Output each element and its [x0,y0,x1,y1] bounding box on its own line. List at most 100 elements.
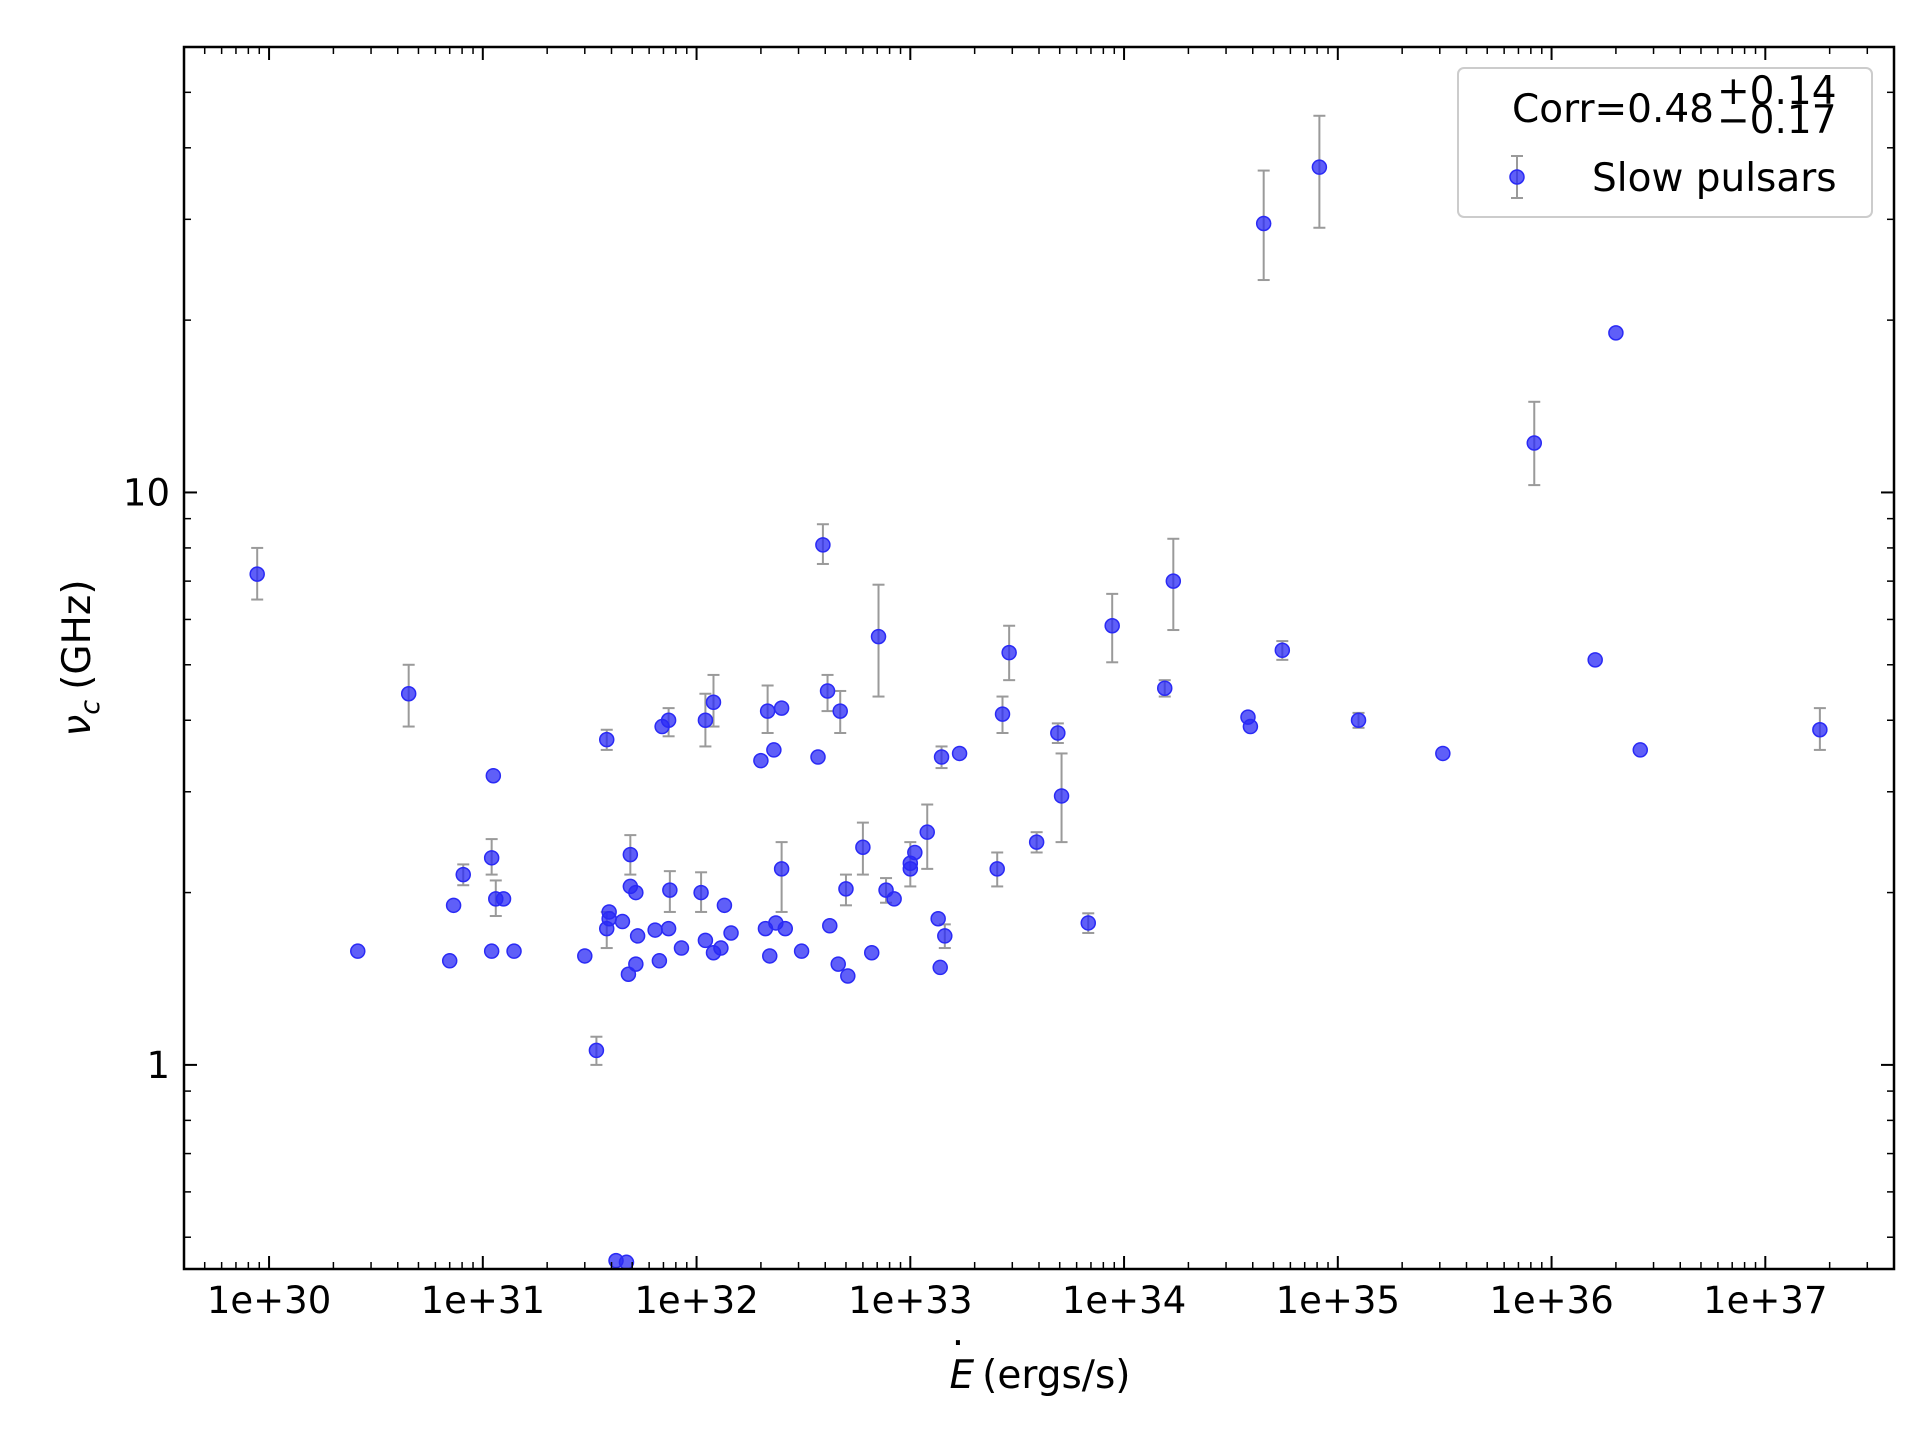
y-axis-label: νc (GHz) [55,579,106,736]
data-point [577,948,593,964]
data-point [989,861,1005,877]
data-point [855,839,871,855]
data-point [951,745,968,762]
data-point [819,683,836,699]
plot-frame [182,45,1896,1271]
data-point [713,940,729,956]
data-point [1001,644,1017,661]
x-axis-units: (ergs/s) [982,1353,1130,1398]
legend: Corr=0.48 +0.14 −0.17 Slow pulsars [1457,67,1873,218]
legend-corr-value: Corr=0.48 [1512,87,1714,132]
x-tick-label: 1e+34 [1062,1279,1186,1322]
data-point [753,752,769,769]
x-tick-label: 1e+33 [848,1279,972,1322]
data-point [705,694,722,711]
data-point [485,767,502,784]
data-point [483,850,500,866]
data-point [762,948,778,964]
ticks-layer: 1e+30 1e+31 1e+32 1e+33 1e+34 1e+35 1e+36 1e+37… [123,46,1895,1322]
data-point [1274,642,1291,659]
data-point [810,749,826,765]
data-point [1632,742,1649,758]
data-point [598,731,615,748]
data-point [840,968,856,984]
data-point [673,940,690,956]
data-point [1526,435,1543,451]
data-point [1435,745,1451,762]
errorbar-layer [251,114,1826,1066]
data-point [1587,652,1603,668]
data-point [777,920,794,937]
data-point [1165,573,1182,589]
x-tick-label: 1e+32 [634,1279,758,1322]
data-point [1812,722,1828,738]
data-point [662,882,678,898]
data-point [919,824,935,840]
x-tick-label: 1e+30 [207,1279,331,1322]
data-point [445,897,462,914]
data-point [1053,788,1070,804]
data-point [1608,325,1624,341]
y-tick-label: 10 [123,471,170,514]
data-point [863,945,880,961]
legend-marker [1509,169,1525,185]
y-axis-units: (GHz) [55,579,100,689]
data-point [483,943,500,959]
data-point [588,1042,605,1059]
data-point [907,844,923,861]
data-point [629,928,646,944]
data-point [766,742,782,758]
data-point [1255,215,1272,232]
x-tick-label: 1e+31 [421,1279,545,1322]
data-point [618,1254,635,1271]
data-point [693,884,709,901]
data-point [350,943,366,959]
data-point [773,700,790,716]
y-tick-label: 1 [146,1044,170,1087]
data-point [249,566,265,582]
data-point [455,866,471,883]
y-axis-sub: c [75,700,106,715]
data-point [1080,915,1097,931]
data-point [937,928,953,944]
data-point [697,712,714,728]
data-point [830,956,846,972]
data-point [930,911,946,927]
data-point [697,932,714,949]
x-tick-label: 1e+36 [1489,1279,1613,1322]
data-point [1050,725,1066,741]
data-point [651,953,668,969]
x-tick-label: 1e+37 [1703,1279,1827,1322]
data-point [832,703,848,719]
data-point [622,846,639,863]
x-tick-label: 1e+35 [1276,1279,1400,1322]
data-point [1311,159,1328,175]
x-axis-label: E (ergs/s) [950,1353,1131,1398]
y-axis-var: ν [55,715,100,737]
data-point [1028,834,1045,850]
legend-corr: Corr=0.48 [1512,87,1714,132]
legend-series-label: Slow pulsars [1592,156,1837,201]
data-point [793,943,810,959]
points-layer [249,159,1828,1271]
data-point [994,706,1011,722]
data-point [660,920,677,937]
data-point [660,712,677,728]
data-point [886,891,902,907]
data-point [815,537,831,553]
data-point [495,891,512,907]
data-point [1350,712,1367,728]
data-point [932,959,948,976]
data-point [628,884,644,901]
data-point [601,904,617,920]
data-point [1104,617,1120,634]
data-point [870,628,887,645]
legend-corr-minus: −0.17 [1717,98,1837,143]
data-point [716,897,733,914]
legend-box [1457,67,1873,218]
data-point [773,861,790,877]
data-point [759,703,776,719]
data-point [647,922,663,938]
data-point [1242,718,1259,735]
